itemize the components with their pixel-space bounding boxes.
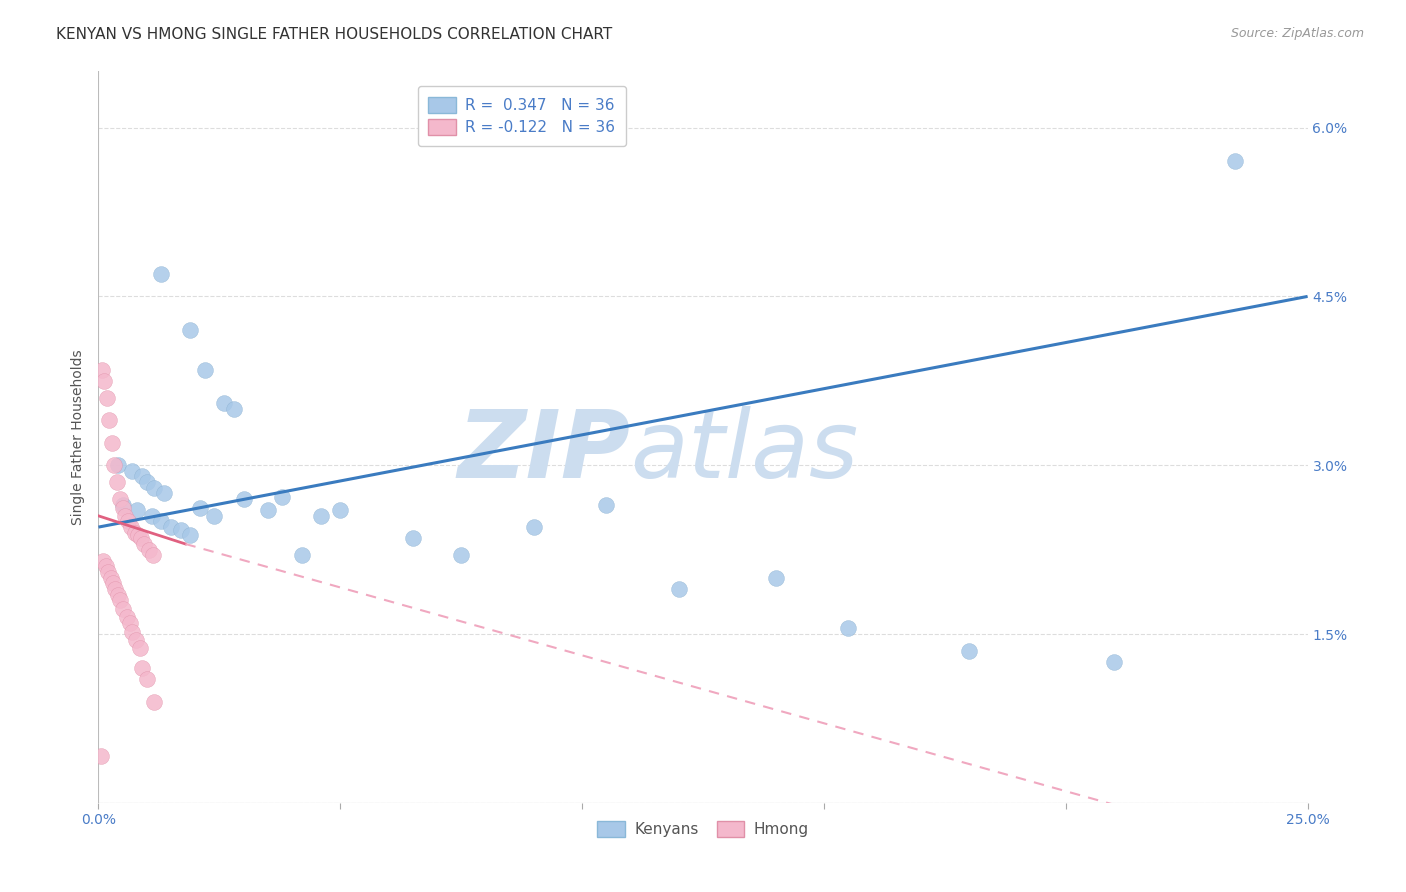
Point — [1223, 154, 1246, 169]
Legend: Kenyans, Hmong: Kenyans, Hmong — [588, 812, 818, 847]
Point — [121, 464, 143, 478]
Point — [150, 515, 173, 529]
Point — [152, 486, 174, 500]
Point — [111, 602, 134, 616]
Point — [91, 362, 114, 376]
Point — [222, 401, 245, 416]
Point — [142, 548, 165, 562]
Point — [128, 640, 150, 655]
Point — [765, 571, 787, 585]
Point — [94, 559, 117, 574]
Point — [150, 267, 173, 281]
Point — [131, 661, 153, 675]
Text: atlas: atlas — [630, 406, 859, 497]
Point — [101, 435, 124, 450]
Point — [232, 491, 254, 506]
Point — [668, 582, 690, 596]
Point — [957, 644, 980, 658]
Point — [141, 508, 163, 523]
Point — [100, 571, 122, 585]
Text: Source: ZipAtlas.com: Source: ZipAtlas.com — [1230, 27, 1364, 40]
Point — [329, 503, 352, 517]
Point — [179, 323, 201, 337]
Point — [108, 593, 131, 607]
Point — [138, 542, 160, 557]
Point — [127, 528, 149, 542]
Point — [134, 537, 156, 551]
Point — [103, 458, 125, 473]
Point — [204, 508, 226, 523]
Point — [105, 475, 128, 489]
Y-axis label: Single Father Households: Single Father Households — [72, 350, 86, 524]
Text: KENYAN VS HMONG SINGLE FATHER HOUSEHOLDS CORRELATION CHART: KENYAN VS HMONG SINGLE FATHER HOUSEHOLDS… — [56, 27, 613, 42]
Point — [125, 632, 148, 647]
Point — [402, 532, 425, 546]
Point — [194, 362, 217, 376]
Point — [111, 498, 134, 512]
Point — [290, 548, 312, 562]
Point — [107, 458, 129, 473]
Point — [169, 524, 191, 538]
Point — [127, 503, 149, 517]
Point — [256, 503, 278, 517]
Point — [91, 554, 114, 568]
Point — [450, 548, 472, 562]
Point — [129, 532, 152, 546]
Point — [131, 469, 153, 483]
Text: ZIP: ZIP — [457, 406, 630, 498]
Point — [135, 672, 157, 686]
Point — [143, 694, 166, 708]
Point — [101, 576, 124, 591]
Point — [90, 748, 112, 763]
Point — [114, 508, 136, 523]
Point — [179, 528, 201, 542]
Point — [595, 498, 617, 512]
Point — [160, 520, 183, 534]
Point — [1102, 655, 1125, 669]
Point — [188, 500, 211, 515]
Point — [212, 396, 235, 410]
Point — [121, 624, 143, 639]
Point — [117, 515, 139, 529]
Point — [93, 374, 115, 388]
Point — [135, 475, 157, 489]
Point — [837, 621, 859, 635]
Point — [98, 413, 121, 427]
Point — [104, 582, 127, 596]
Point — [108, 491, 131, 506]
Point — [97, 565, 120, 579]
Point — [111, 500, 134, 515]
Point — [124, 525, 146, 540]
Point — [117, 610, 139, 624]
Point — [107, 588, 129, 602]
Point — [118, 615, 141, 630]
Point — [143, 481, 166, 495]
Point — [120, 520, 142, 534]
Point — [309, 508, 332, 523]
Point — [271, 490, 294, 504]
Point — [96, 391, 118, 405]
Point — [523, 520, 546, 534]
